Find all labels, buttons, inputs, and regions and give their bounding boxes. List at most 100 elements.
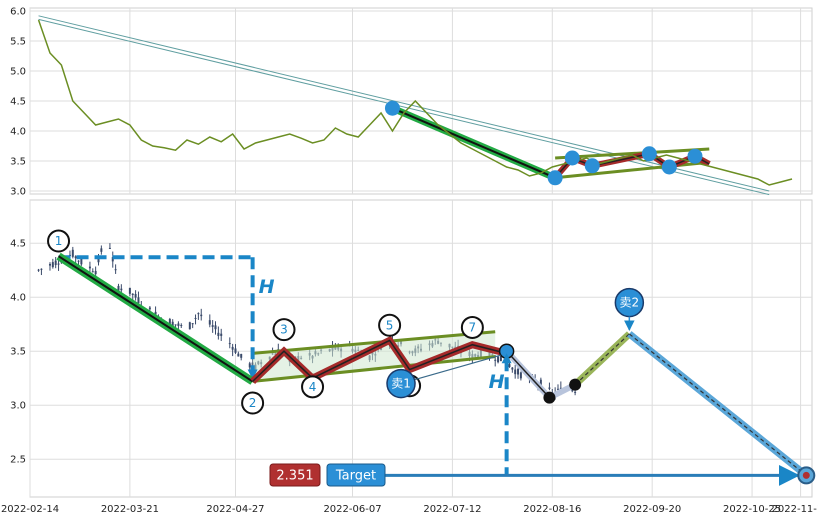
candle-body (240, 353, 243, 358)
candle-body (180, 325, 183, 327)
candle-body (71, 249, 74, 257)
height-label: H (259, 276, 275, 298)
overview-pivots (384, 100, 703, 186)
candle-body (571, 390, 574, 392)
candle-body (574, 391, 577, 393)
candle-body (108, 247, 111, 249)
candle-body (120, 288, 123, 291)
overview-trend-line (38, 15, 770, 192)
candle-body (134, 293, 137, 298)
overview-down-leg-core (392, 107, 556, 179)
target-price-tag (269, 463, 321, 487)
candle-body (191, 323, 194, 325)
candle-body (74, 256, 77, 259)
main-y-tick-label: 2.5 (10, 455, 26, 466)
candle-body (514, 369, 517, 375)
main-x-tick-label: 2022-02-14 (1, 504, 59, 515)
main-x-tick-label: 2022-09-20 (623, 504, 681, 515)
candle-body (54, 260, 57, 266)
main-zigzag-core (252, 339, 507, 382)
projection-low-point (543, 391, 556, 404)
candle-body (131, 293, 134, 296)
candle-body (174, 324, 177, 326)
candle-body (91, 271, 94, 273)
candle-body (40, 268, 43, 270)
pivot-label-circle (47, 229, 71, 253)
sell-1-label: 卖1 (391, 377, 411, 391)
candle-body (497, 356, 500, 363)
candle-body (556, 388, 559, 390)
overview-y-tick-label: 5.5 (10, 37, 26, 48)
channel-fill (252, 331, 496, 382)
candle-body (177, 323, 180, 326)
overview-pivot-point (584, 158, 600, 174)
candle-body (94, 270, 97, 275)
candle-body (508, 364, 511, 368)
pivot-label-number: 5 (386, 318, 394, 332)
candle-body (539, 379, 542, 388)
candle-body (228, 343, 231, 345)
candle-body (51, 262, 54, 268)
candle-body (511, 367, 514, 370)
candle-body (111, 257, 114, 262)
pivot-label-circle (272, 318, 296, 342)
main-down-leg-core (57, 255, 254, 383)
pivot-label-circle (301, 375, 325, 399)
overview-channel-lower (554, 160, 710, 180)
main-x-tick-label: 2022-04-27 (206, 504, 264, 515)
main-y-tick-label: 4.5 (10, 239, 26, 250)
candle-body (208, 320, 211, 325)
overview-pivot-point (564, 150, 580, 166)
overview-y-tick-label: 4.0 (10, 127, 26, 138)
main-y-tick-label: 3.0 (10, 401, 26, 412)
candle-body (211, 325, 214, 327)
projection-leg-4-core (628, 333, 807, 476)
height-2-arrow (501, 353, 512, 364)
candle-body (171, 321, 174, 327)
candle-body (117, 285, 120, 291)
candle-body (494, 359, 497, 361)
sell-1-pointer (414, 354, 501, 381)
overview-y-tick-label: 3.5 (10, 157, 26, 168)
candle-body (217, 332, 220, 336)
main-y-ticks: 4.5 4.0 3.5 3.0 2.5 (10, 239, 26, 466)
main-x-tick-label: 2022-03-21 (101, 504, 159, 515)
overview-pivot-point (641, 146, 657, 162)
candle-body (80, 258, 83, 265)
overview-y-tick-label: 4.5 (10, 97, 26, 108)
height-2-label: H (489, 371, 505, 393)
main-x-tick-label: 2022-07-12 (423, 504, 481, 515)
overview-y-tick-label: 6.0 (10, 7, 26, 18)
candle-body (499, 354, 502, 362)
main-panel: 4.54.03.53.02.5 2022-02-14 2022-03-21 2022… (1, 199, 818, 515)
target-marker-center (802, 471, 810, 479)
candle-body (48, 264, 51, 266)
main-x-ticks: 2022-02-14 2022-03-21 2022-04-27 2022-06-07… (1, 504, 818, 515)
main-x-tick-label: 2022-08-16 (523, 504, 581, 515)
candle-body (220, 333, 223, 336)
projection-bounce-point (569, 378, 582, 391)
candle-body (197, 313, 200, 315)
target-tag (326, 463, 386, 487)
overview-pivot-point (687, 148, 703, 164)
pivot-label-number: 2 (249, 396, 257, 410)
candle-body (57, 263, 60, 265)
candle-body (237, 353, 240, 357)
height-arrow-head (247, 369, 258, 380)
overview-pivot-point (661, 159, 677, 175)
overview-panel: 6.0 5.5 5.0 4.5 4.0 3.5 3.0 (10, 7, 813, 198)
overview-pivot-point (547, 170, 563, 186)
overview-series (37, 19, 793, 186)
candle-body (148, 307, 151, 310)
projection-leg-1-core (506, 350, 550, 399)
sell-1-badge (386, 368, 416, 399)
candle-body (137, 297, 140, 304)
candle-body (88, 266, 91, 269)
projection-leg-3-core (574, 333, 630, 386)
overview-channel-upper (555, 147, 710, 160)
pivot-label-number: 7 (469, 320, 477, 334)
candle-body (188, 322, 191, 330)
main-x-tick-label: 2022-11-11 (772, 504, 818, 515)
